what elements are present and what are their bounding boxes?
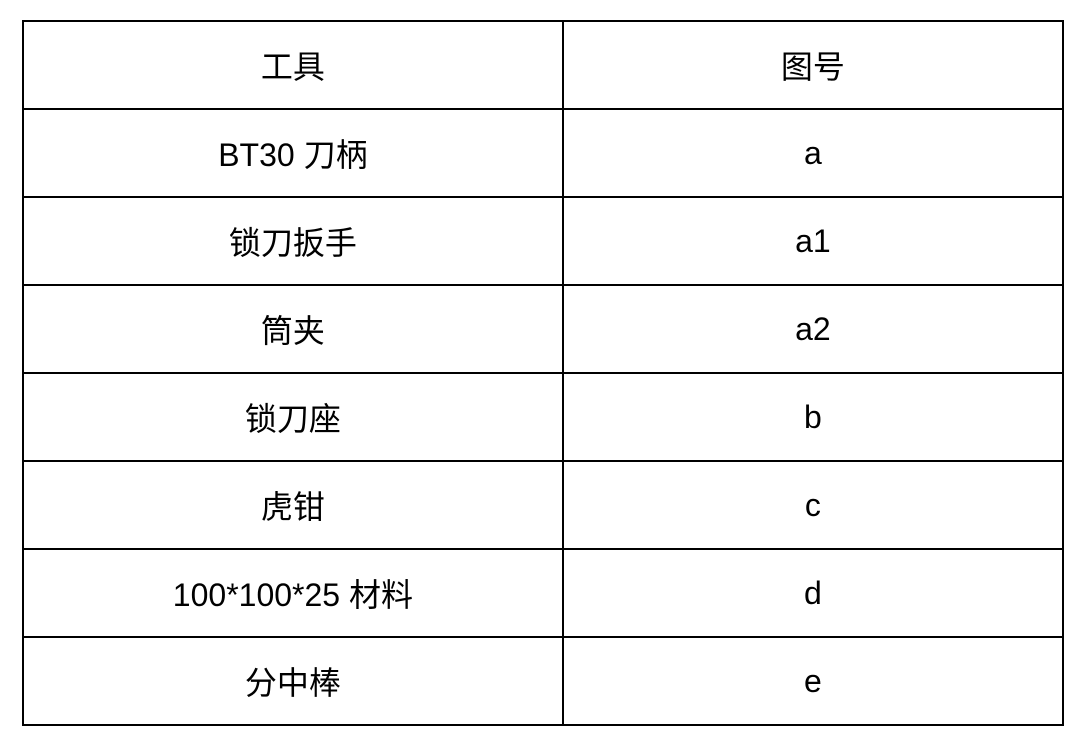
cell-tool: 100*100*25 材料 [23, 549, 564, 637]
table-row: 筒夹 a2 [23, 285, 1063, 373]
tool-figure-table: 工具 图号 BT30 刀柄 a 锁刀扳手 a1 筒夹 a2 锁刀座 b 虎钳 [22, 20, 1064, 726]
cell-tool: 虎钳 [23, 461, 564, 549]
cell-figure: a [563, 109, 1062, 197]
cell-tool: BT30 刀柄 [23, 109, 564, 197]
cell-figure: b [563, 373, 1062, 461]
table-header-row: 工具 图号 [23, 21, 1063, 109]
table-row: 虎钳 c [23, 461, 1063, 549]
header-figure: 图号 [563, 21, 1062, 109]
cell-tool: 锁刀座 [23, 373, 564, 461]
cell-figure: a2 [563, 285, 1062, 373]
cell-figure: a1 [563, 197, 1062, 285]
cell-tool: 筒夹 [23, 285, 564, 373]
cell-tool: 分中棒 [23, 637, 564, 725]
table-row: BT30 刀柄 a [23, 109, 1063, 197]
cell-figure: d [563, 549, 1062, 637]
table-row: 锁刀扳手 a1 [23, 197, 1063, 285]
table-row: 分中棒 e [23, 637, 1063, 725]
table-row: 100*100*25 材料 d [23, 549, 1063, 637]
tool-figure-table-container: 工具 图号 BT30 刀柄 a 锁刀扳手 a1 筒夹 a2 锁刀座 b 虎钳 [22, 20, 1064, 726]
cell-tool: 锁刀扳手 [23, 197, 564, 285]
header-tool: 工具 [23, 21, 564, 109]
table-row: 锁刀座 b [23, 373, 1063, 461]
cell-figure: c [563, 461, 1062, 549]
cell-figure: e [563, 637, 1062, 725]
